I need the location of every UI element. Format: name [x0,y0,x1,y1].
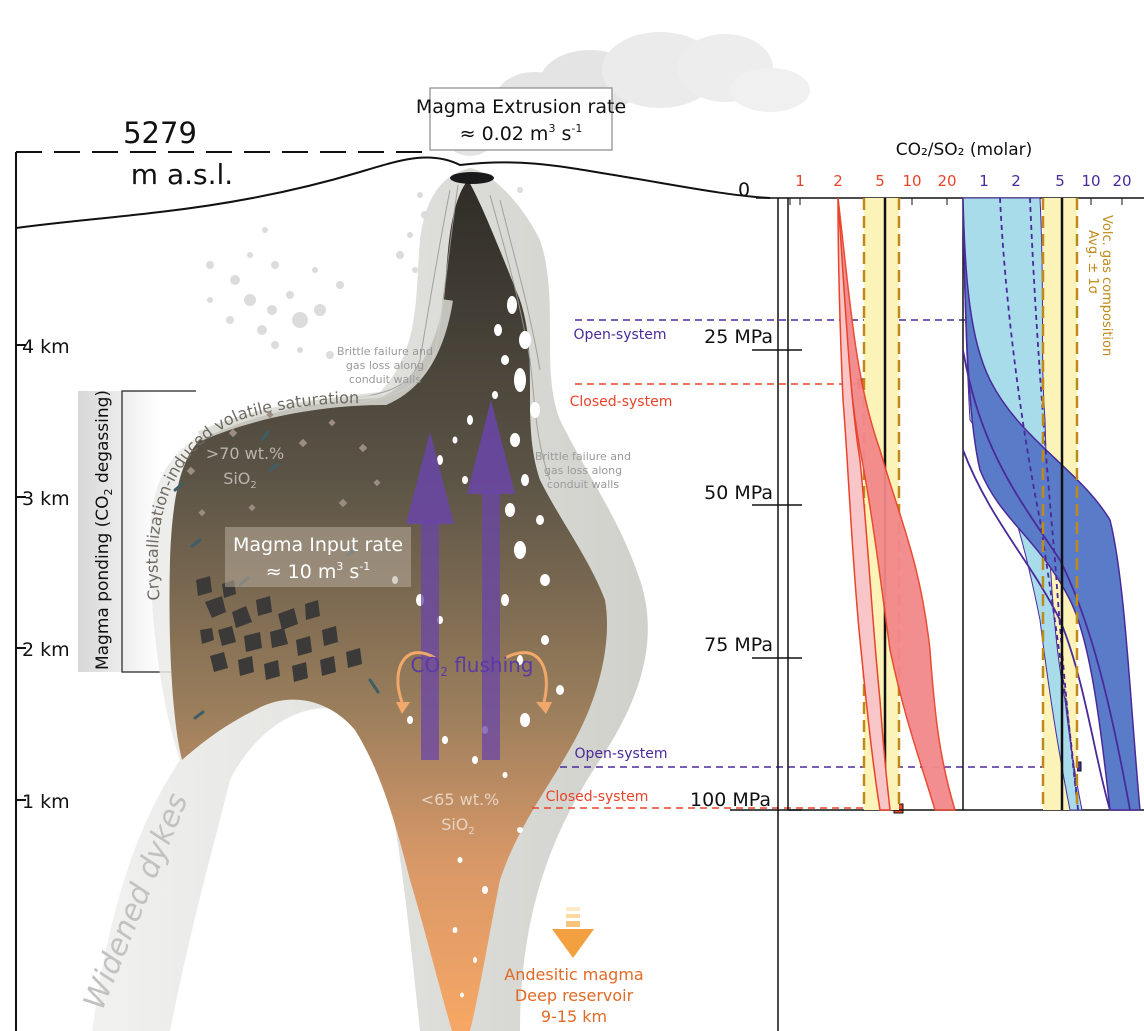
ratio-panel-frame [756,197,1144,811]
svg-text:1: 1 [795,172,805,190]
depth-tick-4km: 4 km [22,336,70,358]
elevation-unit: m a.s.l. [131,158,233,191]
ponding-label: Magma ponding (CO2 degassing) [93,390,115,670]
closed-system-upper-label: Closed-system [570,394,673,410]
closed-system-lower-label: Closed-system [546,789,649,805]
depth-tick-3km: 3 km [22,488,70,510]
open-system-upper-label: Open-system [573,327,666,343]
silica-high-2: SiO2 [223,469,257,491]
input-rate-box: Magma Input rate ≈ 10 m3 s-1 [225,527,411,587]
reservoir-line3: 9-15 km [541,1007,607,1026]
reservoir-line2: Deep reservoir [515,986,634,1005]
pressure-tick-75: 75 MPa [704,634,773,656]
svg-text:gas loss along: gas loss along [544,464,622,477]
gas-bubbles [392,296,564,998]
pressure-axis: 25 MPa 50 MPa 75 MPa 100 MPa [690,198,802,1031]
extrusion-rate: ≈ 0.02 m3 s-1 [460,122,583,145]
brittle-label-lower: Brittle failure and gas loss along condu… [535,450,631,491]
input-rate: ≈ 10 m3 s-1 [266,560,371,583]
svg-text:20: 20 [1112,172,1131,190]
deep-reservoir-arrow [552,907,594,958]
extrusion-title: Magma Extrusion rate [416,96,626,118]
svg-text:2: 2 [833,172,843,190]
open-system-lower-label: Open-system [574,746,667,762]
pressure-tick-100: 100 MPa [690,789,771,811]
svg-text:2: 2 [1011,172,1021,190]
ratio-zero-label: 0 [738,179,750,201]
depth-tick-1km: 1 km [22,791,70,813]
blue-panel-ticks: 1 2 5 10 20 [979,172,1131,190]
saturation-front [198,299,453,441]
open-system-lower-line [560,761,1082,772]
svg-text:5: 5 [875,172,885,190]
depth-tick-2km: 2 km [22,639,70,661]
svg-text:Brittle failure and: Brittle failure and [337,345,433,358]
silica-low-2: SiO2 [441,815,475,837]
silica-low-1: <65 wt.% [421,790,500,809]
degassing-dots [206,187,523,359]
svg-text:gas loss along: gas loss along [346,359,424,372]
elevation-value: 5279 [123,116,197,150]
ratio-title: CO₂/SO₂ (molar) [896,140,1033,160]
red-panel-ticks: 1 2 5 10 20 [795,172,956,190]
input-title: Magma Input rate [233,534,403,556]
svg-text:1: 1 [979,172,989,190]
open-system-curves [962,197,1131,811]
ground-surface [15,156,771,229]
reservoir-line1: Andesitic magma [504,965,643,984]
gas-band-blue-lines [1041,198,1079,810]
ponding-bracket: Magma ponding (CO2 degassing) [78,390,196,673]
svg-text:20: 20 [937,172,956,190]
phenocryst-dots [186,411,381,517]
closed-system-envelope-outer [837,197,957,811]
closed-system-upper-line [575,378,868,389]
volc-gas-label: Volc. gas composition Avg. ± 1σ [1085,215,1114,356]
crystal-mush [196,576,362,682]
pressure-tick-25: 25 MPa [704,326,773,348]
silica-high-1: >70 wt.% [206,444,285,463]
flushing-arrows [396,651,552,714]
svg-text:conduit walls: conduit walls [547,478,619,491]
svg-text:conduit walls: conduit walls [349,373,421,386]
svg-text:5: 5 [1055,172,1065,190]
magma-ascent-arrows [406,400,515,760]
vent [450,172,494,184]
extrusion-rate-box: Magma Extrusion rate ≈ 0.02 m3 s-1 [416,87,626,151]
brittle-label-upper: Brittle failure and gas loss along condu… [337,345,433,386]
closed-system-envelope-inner [837,197,891,811]
flushing-label: CO2 flushing [410,653,533,679]
pressure-tick-50: 50 MPa [704,482,773,504]
magma-body [169,180,608,1031]
svg-text:10: 10 [902,172,921,190]
svg-text:10: 10 [1081,172,1100,190]
depth-axis: 4 km 3 km 2 km 1 km [15,152,70,1031]
svg-text:Avg. ± 1σ: Avg. ± 1σ [1085,230,1100,294]
svg-text:Brittle failure and: Brittle failure and [535,450,631,463]
svg-text:Volc. gas composition: Volc. gas composition [1099,215,1114,356]
